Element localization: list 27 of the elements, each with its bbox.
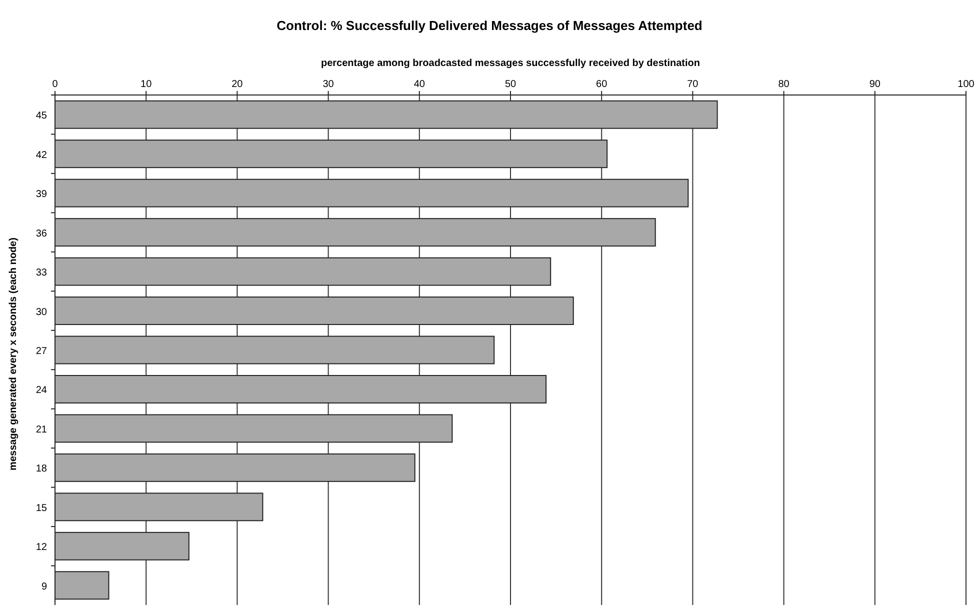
x-tick-label: 30 [322, 79, 334, 90]
y-tick-label: 12 [36, 542, 48, 554]
x-tick-label: 80 [778, 79, 790, 90]
y-tick-label: 15 [36, 502, 48, 514]
x-tick-label: 90 [869, 79, 881, 90]
x-axis-title: percentage among broadcasted messages successfully received by destination [320, 58, 700, 69]
chart-title: Control: % Successfully Delivered Messages of Messages Attempted [276, 18, 702, 33]
y-tick-label: 36 [36, 228, 48, 240]
x-tick-label: 10 [140, 79, 152, 90]
x-tick-label: 40 [414, 79, 426, 90]
x-tick-label: 20 [232, 79, 244, 90]
y-tick-label: 24 [36, 385, 48, 396]
y-tick-label: 18 [36, 464, 48, 475]
y-tick-label: 21 [36, 424, 48, 436]
y-tick-label: 30 [36, 306, 48, 318]
y-tick-label: 33 [36, 268, 48, 279]
y-tick-label: 45 [36, 110, 48, 122]
x-tick-label: 70 [687, 79, 699, 90]
y-tick-label: 27 [36, 346, 48, 357]
y-axis-title: message generated every x seconds (each node) [8, 238, 19, 470]
x-tick-label: 100 [958, 79, 975, 90]
x-tick-label: 0 [52, 79, 58, 90]
x-tick-label: 60 [596, 79, 608, 90]
x-tick-label: 50 [504, 79, 516, 90]
y-tick-label: 9 [41, 581, 48, 592]
y-tick-label: 42 [36, 150, 48, 161]
y-tick-label: 39 [36, 189, 48, 200]
